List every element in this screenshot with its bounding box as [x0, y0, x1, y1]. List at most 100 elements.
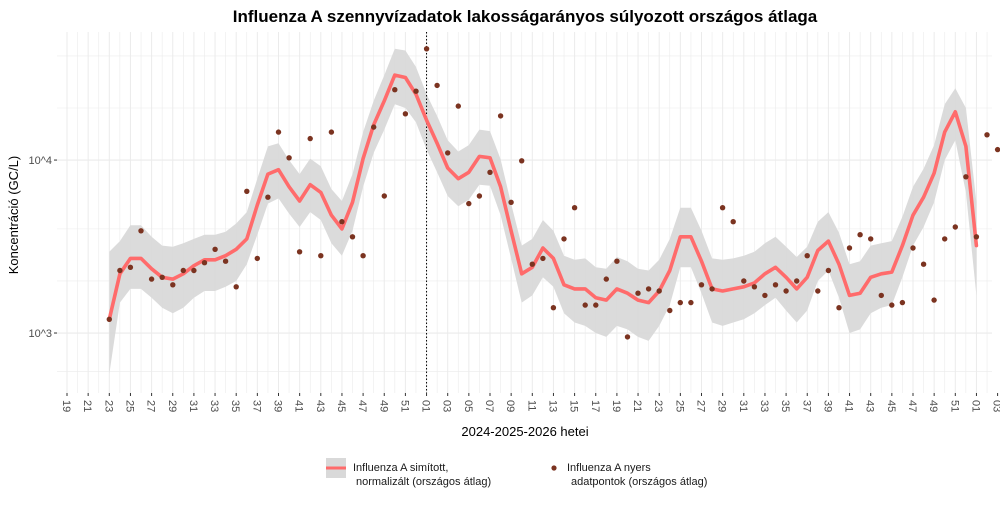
confidence-band — [109, 48, 977, 374]
data-point — [741, 278, 747, 284]
x-tick-label: 25 — [123, 400, 135, 412]
x-tick-label: 01 — [420, 400, 432, 412]
x-tick-label: 47 — [356, 400, 368, 412]
x-tick-label: 01 — [969, 400, 981, 412]
y-axis-ticks: 10^3 10^4 — [28, 155, 57, 340]
x-tick-label: 19 — [60, 400, 72, 412]
x-tick-label: 45 — [335, 400, 347, 412]
data-point — [529, 261, 535, 267]
x-tick-label: 45 — [885, 400, 897, 412]
x-tick-label: 09 — [504, 400, 516, 412]
data-point — [191, 267, 197, 274]
x-tick-label: 33 — [758, 400, 770, 412]
data-point — [836, 305, 842, 311]
x-tick-label: 13 — [546, 400, 558, 412]
data-point — [973, 234, 980, 240]
data-point — [466, 200, 472, 207]
data-point — [127, 264, 134, 270]
data-point — [846, 245, 853, 251]
chart-title: Influenza A szennyvízadatok lakosságarán… — [233, 7, 818, 26]
data-point — [571, 205, 578, 211]
data-point — [857, 232, 863, 238]
data-point — [645, 286, 652, 292]
data-point — [349, 234, 356, 240]
data-point — [794, 278, 800, 284]
data-point — [984, 132, 990, 138]
data-point — [994, 146, 1000, 153]
data-point — [899, 299, 906, 306]
x-tick-label: 47 — [906, 400, 918, 412]
data-point — [201, 260, 208, 266]
y-tick-label: 10^3 — [28, 328, 52, 340]
smoothed-series — [107, 73, 979, 322]
x-tick-label: 29 — [166, 400, 178, 412]
legend-key-point — [551, 465, 557, 471]
data-point — [719, 205, 726, 211]
y-axis-title: Koncentráció (GC/L) — [6, 156, 21, 275]
data-point — [148, 276, 155, 282]
x-tick-label: 31 — [187, 400, 199, 412]
x-tick-label: 37 — [800, 400, 812, 412]
data-point — [159, 274, 165, 280]
data-point — [635, 290, 641, 296]
data-point — [667, 307, 673, 314]
data-point — [222, 258, 229, 264]
x-tick-label: 35 — [229, 400, 241, 412]
x-tick-label: 23 — [102, 400, 114, 412]
confidence-band-area — [109, 48, 977, 374]
data-point — [614, 258, 620, 264]
data-point — [624, 334, 631, 340]
x-tick-label: 49 — [927, 400, 939, 412]
x-tick-label: 19 — [610, 400, 622, 412]
data-point — [497, 113, 504, 119]
raw-points — [106, 46, 1000, 340]
data-point — [804, 253, 810, 259]
data-point — [942, 236, 948, 242]
data-point — [180, 267, 186, 274]
legend-label-smoothed: Influenza A simított, normalizált (orszá… — [353, 462, 491, 488]
data-point — [233, 284, 239, 290]
data-point — [878, 292, 884, 299]
data-point — [519, 158, 525, 164]
data-point — [371, 124, 377, 130]
data-point — [963, 174, 969, 180]
data-point — [106, 316, 113, 322]
data-point — [931, 297, 937, 303]
data-point — [286, 155, 292, 161]
x-tick-label: 07 — [483, 400, 495, 412]
legend-item-points: Influenza A nyers adatpontok (országos á… — [551, 462, 707, 488]
data-point — [265, 194, 271, 200]
data-point — [868, 236, 874, 242]
data-point — [540, 255, 546, 262]
data-point — [339, 219, 345, 225]
x-tick-label: 17 — [589, 400, 601, 412]
x-tick-label: 31 — [737, 400, 749, 412]
data-point — [402, 111, 409, 117]
x-tick-label: 37 — [250, 400, 262, 412]
data-point — [275, 129, 282, 135]
data-point — [487, 169, 493, 175]
y-tick-label: 10^4 — [28, 155, 52, 167]
data-point — [117, 267, 123, 274]
legend-item-smoothed: Influenza A simított, normalizált (orszá… — [326, 458, 491, 488]
data-point — [656, 288, 662, 294]
data-point — [445, 150, 451, 156]
data-point — [508, 199, 514, 205]
data-point — [360, 253, 366, 259]
data-point — [212, 246, 218, 252]
x-tick-label: 43 — [314, 400, 326, 412]
x-axis-title: 2024-2025-2026 hetei — [461, 424, 588, 439]
x-tick-label: 39 — [272, 400, 284, 412]
x-tick-label: 11 — [525, 400, 537, 411]
data-point — [423, 46, 430, 52]
x-tick-label: 33 — [208, 400, 220, 412]
x-tick-label: 43 — [864, 400, 876, 412]
data-point — [244, 188, 250, 194]
data-point — [952, 224, 958, 230]
data-point — [328, 129, 335, 135]
x-tick-label: 35 — [779, 400, 791, 412]
data-point — [688, 299, 694, 306]
data-point — [751, 284, 758, 290]
data-point — [170, 282, 176, 288]
